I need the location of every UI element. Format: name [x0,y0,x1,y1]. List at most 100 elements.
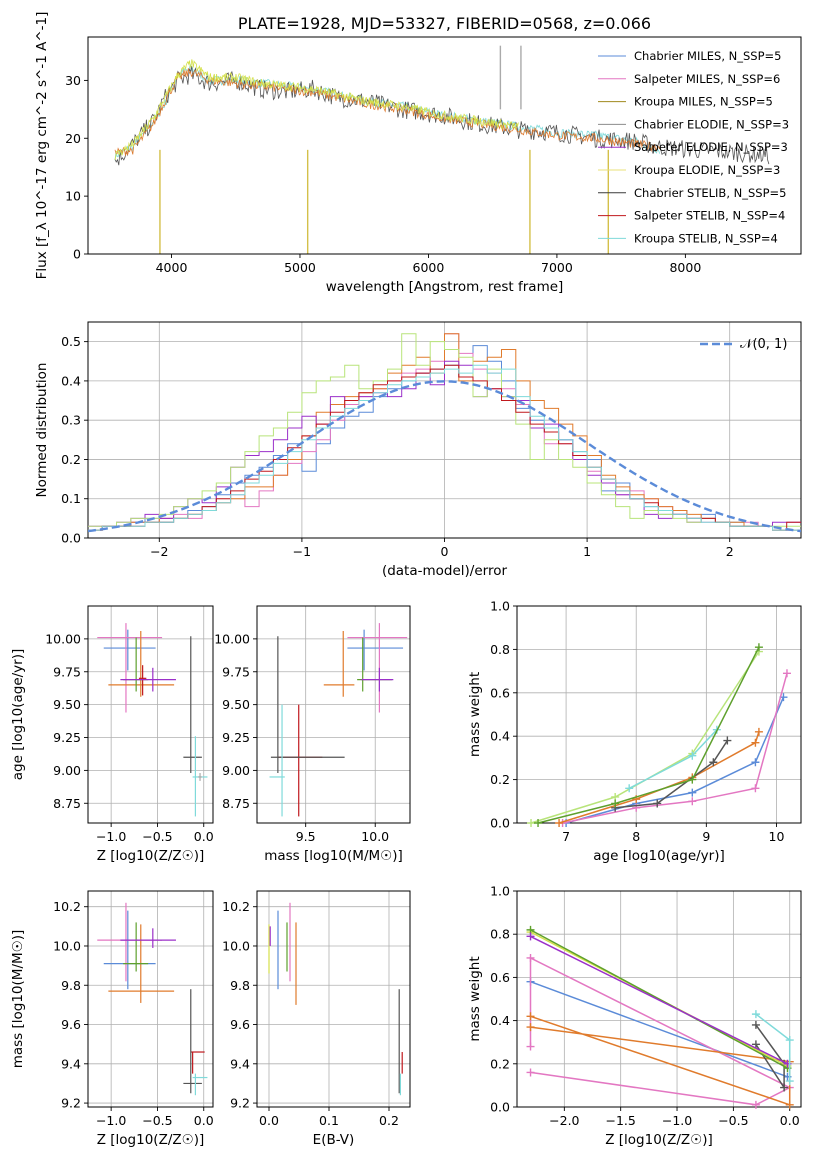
y-tick-label: 9.50 [53,697,81,712]
y-tick-label: 0.6 [490,970,510,985]
weight-marker [780,1083,789,1092]
y-tick-label: 0.2 [490,772,510,787]
y-tick-label: 0.2 [61,452,81,467]
x-tick-label: 7 [562,829,570,844]
legend-label: Salpeter ELODIE, N_SSP=3 [634,140,788,154]
errorbar-point [270,636,345,774]
weight-marker [751,1020,760,1029]
y-tick-label: 30 [65,73,81,88]
weight-marker [688,797,697,806]
errorbar-layer [97,902,208,1096]
y-tick-label: 0.2 [490,1056,510,1071]
axes-frame [256,890,411,1108]
panel-4: 7 8 9 10 0.0 0.2 0.4 0.6 0.8 1.0 [490,599,802,844]
weight-marker [688,788,697,797]
x-tick-label: 9 [702,829,710,844]
y-tick-label: 9.25 [53,730,81,745]
y-tick-label: 0.4 [490,729,510,744]
x-axis-label: age [log10(age/yr)] [593,848,725,864]
histogram-step [88,333,801,527]
weight-line [562,673,788,824]
y-tick-label: 0.4 [490,1013,510,1028]
x-tick-label: 0.0 [194,1113,214,1128]
weight-marker [751,1040,760,1049]
weight-line [530,980,788,1078]
weight-marker [526,932,535,941]
panel-3: 9.5 10.0 8.75 9.00 9.25 9.50 9.75 10.00 [214,605,411,844]
legend-label: Kroupa MILES, N_SSP=5 [634,95,773,109]
weight-line [530,935,788,1065]
weight-marker [751,738,760,747]
weight-marker [526,1023,535,1032]
x-tick-label: 10 [769,829,785,844]
errorbar-point [97,623,163,713]
errorbar-point [198,773,202,781]
weight-marker [782,669,791,678]
y-tick-label: 9.00 [53,763,81,778]
y-tick-label: 9.75 [53,664,81,679]
errorbar-point [183,636,202,774]
x-axis-label: Z [log10(Z/Z☉)] [605,1132,713,1148]
x-tick-label: 0.1 [319,1113,339,1128]
y-tick-label: 8.75 [53,796,81,811]
weight-marker [526,1042,535,1051]
weight-line [565,696,785,824]
panel-7: −2.0 −1.5 −1.0 −0.5 0.0 0.0 0.2 0.4 0.6 0.8 1.0 [490,884,802,1128]
x-tick-label: −2.0 [549,1113,579,1128]
y-tick-label: 0.1 [61,491,81,506]
errorbar-layer [269,623,408,817]
x-tick-label: −1.0 [96,1113,126,1128]
weight-marker [526,953,535,962]
normal-curve [88,380,801,533]
y-tick-label: 0.0 [61,531,81,546]
errorbar-point [347,623,408,713]
legend-label: Chabrier ELODIE, N_SSP=3 [634,117,789,131]
x-tick-label: −2 [150,544,168,559]
weight-line [530,651,760,824]
spectrum-line [114,59,519,160]
weight-marker [751,1010,760,1019]
weight-line [537,646,760,824]
y-tick-label: 9.25 [222,730,250,745]
errorbar-point [138,665,147,696]
x-axis-label: Z [log10(Z/Z☉)] [97,1132,205,1148]
errorbar-point [123,637,149,692]
panel-0: 4000 5000 6000 7000 8000 0 10 20 30 [65,36,802,275]
y-axis-label: Flux [f_λ 10^-17 erg cm^-2 s^-1 A^-1] [34,12,50,280]
legend-label: Chabrier MILES, N_SSP=5 [634,49,781,63]
errorbar-point [103,629,156,671]
y-tick-label: 9.00 [222,763,250,778]
x-axis-label: wavelength [Angstrom, rest frame] [326,279,564,295]
y-tick-label: 0.0 [490,1100,510,1115]
weight-marker [688,775,697,784]
y-tick-label: 0.4 [61,373,81,388]
x-tick-label: 0.0 [194,829,214,844]
axes-frame [256,605,411,824]
legend-label: 𝒩(0, 1) [740,337,787,352]
spectrum-line [114,68,661,156]
y-tick-label: 1.0 [490,884,510,899]
histogram-step [88,364,801,531]
spectrum-line [114,63,661,161]
panel-1: −2 −1 0 1 2 0.0 0.1 0.2 0.3 0.4 0.5 [61,321,802,559]
errorbar-layer [268,902,403,1096]
y-tick-label: 9.50 [222,697,250,712]
y-tick-label: 0.6 [490,685,510,700]
x-tick-label: −1.5 [606,1113,636,1128]
errorbar-point [120,928,176,948]
weight-marker [785,1100,794,1109]
panel-6: 0.0 0.1 0.2 9.2 9.4 9.6 9.8 10.0 10.2 [222,890,411,1128]
weight-line [529,956,792,1106]
x-tick-label: 2 [726,544,734,559]
histogram-step [88,360,801,527]
y-axis-label: mass weight [467,672,483,757]
errorbar-point [192,1073,208,1096]
x-tick-label: 0.2 [379,1113,399,1128]
weight-marker [611,799,620,808]
errorbar-point [323,630,355,697]
y-tick-label: 20 [65,131,81,146]
legend-label: Salpeter MILES, N_SSP=6 [634,72,780,86]
panel-2: −1.0 −0.5 0.0 8.75 9.00 9.25 9.50 9.75 10.00 [45,605,214,844]
legend-label: Chabrier STELIB, N_SSP=5 [634,186,786,200]
